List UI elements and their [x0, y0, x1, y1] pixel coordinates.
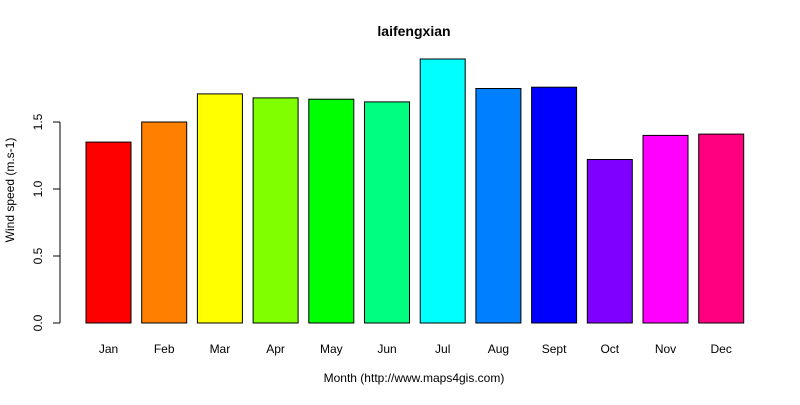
x-tick-label-sept: Sept: [542, 342, 567, 356]
bar-jul: [419, 58, 466, 324]
x-tick-label-jan: Jan: [99, 342, 118, 356]
x-tick-label-jul: Jul: [435, 342, 450, 356]
x-tick-labels: Jan Feb Mar Apr May Jun Jul Aug Sept Oct Nov Dec: [99, 342, 732, 356]
x-tick-label-mar: Mar: [210, 342, 231, 356]
x-tick-label-jun: Jun: [377, 342, 396, 356]
y-tick-label: 0.0: [31, 314, 45, 331]
bar-nov: [642, 134, 689, 324]
x-tick-label-feb: Feb: [154, 342, 175, 356]
bar-mar: [196, 93, 243, 324]
bar-oct: [586, 159, 633, 324]
x-axis-label: Month (http://www.maps4gis.com): [324, 371, 505, 385]
y-axis-label: Wind speed (m.s-1): [3, 138, 17, 243]
x-tick-label-oct: Oct: [600, 342, 619, 356]
bar-may: [308, 98, 355, 324]
y-tick-label: 1.5: [31, 113, 45, 130]
bars-group: [85, 58, 745, 324]
bar-sept: [531, 86, 578, 324]
x-tick-label-apr: Apr: [266, 342, 285, 356]
bar-apr: [252, 97, 299, 324]
x-tick-label-aug: Aug: [488, 342, 509, 356]
bar-dec: [698, 133, 745, 324]
chart-title: laifengxian: [377, 23, 450, 39]
bar-jun: [364, 101, 410, 324]
x-tick-label-nov: Nov: [655, 342, 676, 356]
x-tick-label-dec: Dec: [711, 342, 732, 356]
y-tick-label: 1.0: [31, 180, 45, 197]
bar-aug: [475, 88, 522, 324]
bar-feb: [141, 121, 188, 324]
x-tick-label-may: May: [320, 342, 343, 356]
y-axis: 0.0 0.5 1.0 1.5: [31, 113, 61, 331]
bar-jan: [85, 141, 132, 324]
y-tick-label: 0.5: [31, 247, 45, 264]
